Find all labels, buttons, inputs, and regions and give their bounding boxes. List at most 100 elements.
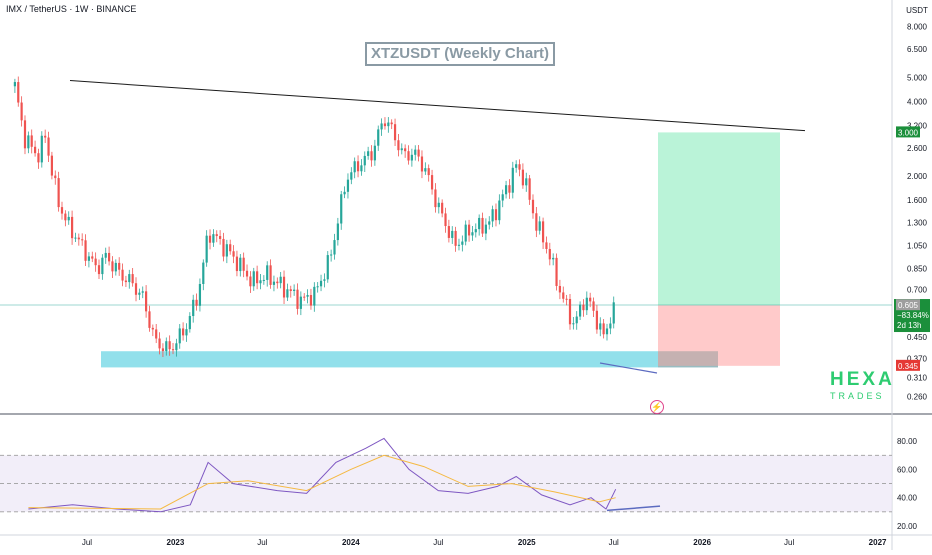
candle-body bbox=[44, 135, 47, 138]
logo-top: HEXA bbox=[830, 369, 895, 390]
candle-body bbox=[488, 221, 491, 225]
candle-body bbox=[293, 289, 296, 291]
candle-body bbox=[356, 161, 360, 172]
candle-body bbox=[141, 291, 144, 293]
time-tick-label: 2024 bbox=[342, 538, 360, 547]
candle-body bbox=[107, 252, 111, 262]
candle-body bbox=[545, 242, 548, 249]
entry-price-tag: 0.605 bbox=[898, 301, 919, 310]
candle-body bbox=[380, 123, 383, 130]
candle-body bbox=[467, 224, 471, 236]
price-tick-label: 1.050 bbox=[907, 242, 928, 251]
candle-body bbox=[420, 156, 424, 172]
candle-body bbox=[471, 232, 474, 236]
candle-body bbox=[508, 185, 511, 193]
candle-body bbox=[525, 178, 528, 186]
entry-price-tag-bg bbox=[896, 299, 920, 311]
time-tick-label: Jul bbox=[433, 538, 443, 547]
candle-body bbox=[430, 175, 434, 190]
candle-body bbox=[491, 209, 494, 222]
candle-body bbox=[242, 257, 245, 271]
price-tick-label: 0.370 bbox=[907, 354, 928, 363]
candle-body bbox=[182, 328, 185, 336]
rsi-ma-line bbox=[28, 454, 616, 510]
candle-body bbox=[424, 168, 427, 172]
candle-body bbox=[592, 301, 595, 311]
time-tick-label: 2026 bbox=[693, 538, 711, 547]
candle-body bbox=[208, 235, 212, 243]
candle-body bbox=[558, 285, 562, 293]
candle-body bbox=[67, 216, 70, 221]
candle-body bbox=[60, 207, 64, 214]
lightning-icon[interactable]: ⚡ bbox=[650, 400, 664, 414]
resistance-trendline bbox=[69, 80, 806, 132]
candle-body bbox=[387, 122, 390, 127]
candle-body bbox=[87, 256, 91, 261]
candle-body bbox=[565, 298, 568, 300]
candle-body bbox=[511, 167, 514, 193]
rsi-tick-label: 80.00 bbox=[897, 437, 918, 446]
candle-body bbox=[101, 257, 104, 275]
rsi-tick-label: 60.00 bbox=[897, 465, 918, 474]
candle-body bbox=[340, 194, 343, 224]
candle-body bbox=[521, 169, 524, 186]
symbol-info[interactable]: IMX / TetherUS · 1W · BINANCE bbox=[6, 4, 137, 14]
candle-body bbox=[205, 235, 208, 263]
candle-body bbox=[299, 296, 302, 309]
candle-body bbox=[478, 217, 481, 230]
candle-body bbox=[457, 244, 461, 246]
candle-body bbox=[346, 179, 350, 192]
candle-body bbox=[138, 292, 141, 295]
candle-body bbox=[504, 185, 508, 195]
candle-body bbox=[309, 295, 313, 306]
target-zone bbox=[658, 132, 780, 306]
candle-body bbox=[313, 286, 316, 306]
candle-body bbox=[414, 149, 417, 155]
candle-body bbox=[306, 295, 309, 297]
candle-body bbox=[54, 175, 57, 179]
candle-body bbox=[64, 213, 67, 221]
candle-body bbox=[128, 274, 131, 283]
candle-body bbox=[370, 151, 373, 161]
candle-body bbox=[390, 122, 393, 125]
candle-body bbox=[572, 323, 575, 325]
candle-body bbox=[13, 82, 16, 87]
candle-body bbox=[333, 240, 336, 255]
candle-body bbox=[256, 271, 259, 284]
candle-body bbox=[70, 216, 74, 239]
candle-body bbox=[441, 202, 444, 214]
candle-body bbox=[336, 223, 339, 241]
candle-body bbox=[151, 327, 154, 330]
currency-label: USDT bbox=[906, 6, 928, 15]
candle-body bbox=[555, 257, 558, 286]
candle-body bbox=[47, 137, 50, 156]
price-tick-label: 0.260 bbox=[907, 392, 928, 401]
candle-body bbox=[286, 289, 289, 298]
price-tick-label: 6.500 bbox=[907, 45, 928, 54]
stop-price-tag-bg bbox=[896, 359, 920, 371]
candle-body bbox=[262, 279, 265, 281]
rsi-line bbox=[28, 437, 617, 513]
candle-body bbox=[235, 256, 239, 272]
candle-body bbox=[319, 280, 323, 287]
candle-body bbox=[582, 304, 585, 311]
candle-body bbox=[330, 254, 333, 256]
candle-body bbox=[578, 304, 582, 317]
price-tick-label: 0.310 bbox=[907, 373, 928, 382]
candle-body bbox=[599, 323, 602, 330]
candle-body bbox=[303, 296, 306, 298]
current-price-tag: 2d 13h bbox=[897, 321, 921, 330]
candle-body bbox=[155, 329, 158, 339]
rsi-divergence-line bbox=[606, 505, 661, 512]
candle-body bbox=[77, 237, 80, 240]
candle-body bbox=[81, 239, 84, 241]
position-overlap bbox=[658, 351, 718, 368]
price-tick-label: 0.700 bbox=[907, 285, 928, 294]
candle-body bbox=[437, 202, 440, 208]
candle-body bbox=[481, 217, 484, 234]
candle-body bbox=[266, 265, 269, 280]
current-price-tag: −83.84% bbox=[897, 311, 929, 320]
time-axis: Jul 2023 Jul 2024 Jul 2025 Jul 2026 Jul 2027 bbox=[82, 538, 887, 547]
candle-body bbox=[602, 323, 605, 335]
